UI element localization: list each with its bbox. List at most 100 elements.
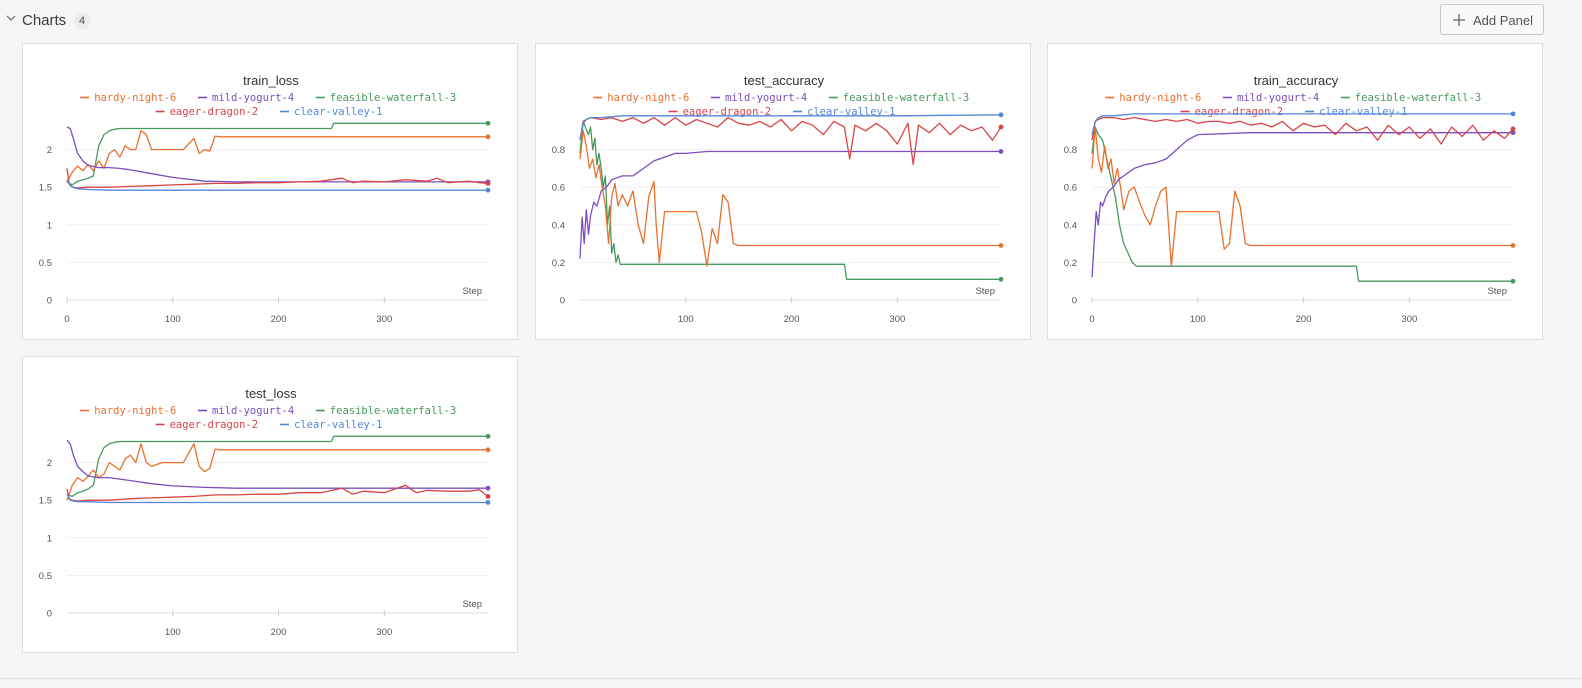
x-tick-label: 0 — [64, 314, 69, 325]
legend-label-hardy-night-6[interactable]: hardy-night-6 — [607, 92, 689, 104]
add-panel-label: Add Panel — [1473, 13, 1533, 28]
chart-test-accuracy-xlabel: Step — [975, 286, 995, 297]
series-line-clear-valley-1[interactable] — [1091, 113, 1513, 135]
legend-label-feasible-waterfall-3[interactable]: feasible-waterfall-3 — [843, 92, 969, 104]
series-endpoint-eager-dragon-2 — [998, 124, 1004, 130]
y-tick-label: 0.2 — [1064, 258, 1077, 269]
series-line-hardy-night-6[interactable] — [66, 443, 488, 501]
series-line-hardy-night-6[interactable] — [1091, 126, 1513, 267]
series-line-clear-valley-1[interactable] — [579, 114, 1002, 141]
legend-label-clear-valley-1[interactable]: clear-valley-1 — [294, 419, 383, 431]
x-tick-label: 0 — [1089, 314, 1094, 325]
section-title[interactable]: Charts — [22, 12, 67, 29]
series-line-eager-dragon-2[interactable] — [66, 484, 489, 502]
legend-label-mild-yogurt-4[interactable]: mild-yogurt-4 — [212, 405, 294, 417]
legend-label-feasible-waterfall-3[interactable]: feasible-waterfall-3 — [330, 92, 456, 104]
legend-label-eager-dragon-2[interactable]: eager-dragon-2 — [1195, 106, 1284, 118]
y-tick-label: 0.2 — [552, 258, 565, 269]
legend-label-hardy-night-6[interactable]: hardy-night-6 — [1119, 92, 1201, 104]
series-endpoint-eager-dragon-2 — [1510, 126, 1516, 132]
legend-label-hardy-night-6[interactable]: hardy-night-6 — [94, 405, 176, 417]
x-tick-label: 300 — [376, 314, 392, 325]
line-chart: test_accuracy hardy-night-6 mild-yogurt-4 f… — [552, 73, 1004, 325]
series-endpoint-mild-yogurt-4 — [485, 485, 491, 491]
x-tick-label: 200 — [784, 314, 800, 325]
series-line-feasible-waterfall-3[interactable] — [579, 120, 1001, 280]
x-tick-label: 200 — [271, 314, 287, 325]
y-tick-label: 1 — [47, 220, 52, 231]
x-tick-label: 200 — [1296, 314, 1312, 325]
chart-train-loss-title: train_loss — [243, 73, 299, 88]
y-tick-label: 0 — [1072, 296, 1077, 307]
series-line-feasible-waterfall-3[interactable] — [1091, 126, 1513, 282]
y-tick-label: 2 — [47, 458, 52, 469]
legend-label-feasible-waterfall-3[interactable]: feasible-waterfall-3 — [330, 405, 456, 417]
series-line-eager-dragon-2[interactable] — [66, 168, 489, 189]
legend-label-clear-valley-1[interactable]: clear-valley-1 — [807, 106, 896, 118]
legend-label-mild-yogurt-4[interactable]: mild-yogurt-4 — [1237, 92, 1319, 104]
series-line-hardy-night-6[interactable] — [66, 130, 488, 183]
y-tick-label: 1.5 — [39, 183, 52, 194]
chart-panel-test-accuracy[interactable]: test_accuracy hardy-night-6 mild-yogurt-4 f… — [535, 43, 1031, 340]
chart-panel-train-loss[interactable]: train_loss hardy-night-6 mild-yogurt-4 feas… — [22, 43, 518, 340]
legend-label-eager-dragon-2[interactable]: eager-dragon-2 — [683, 106, 772, 118]
series-endpoint-feasible-waterfall-3 — [485, 433, 491, 439]
legend-label-clear-valley-1[interactable]: clear-valley-1 — [294, 106, 383, 118]
x-tick-label: 100 — [165, 314, 181, 325]
series-endpoint-clear-valley-1 — [1510, 111, 1516, 117]
series-endpoint-feasible-waterfall-3 — [485, 120, 491, 126]
series-line-clear-valley-1[interactable] — [66, 179, 488, 191]
y-tick-label: 0.8 — [552, 145, 565, 156]
series-line-eager-dragon-2[interactable] — [1091, 116, 1514, 145]
y-tick-label: 0.4 — [552, 220, 565, 231]
legend-label-mild-yogurt-4[interactable]: mild-yogurt-4 — [212, 92, 294, 104]
charts-section-header: Charts 4 Add Panel — [0, 0, 1582, 42]
series-endpoint-mild-yogurt-4 — [998, 149, 1004, 154]
chart-test-loss-title: test_loss — [245, 386, 297, 401]
legend-label-clear-valley-1[interactable]: clear-valley-1 — [1319, 106, 1408, 118]
series-endpoint-eager-dragon-2 — [485, 494, 491, 499]
series-line-mild-yogurt-4[interactable] — [66, 126, 488, 183]
series-endpoint-mild-yogurt-4 — [1510, 130, 1516, 136]
add-panel-button[interactable]: Add Panel — [1440, 4, 1544, 35]
series-line-feasible-waterfall-3[interactable] — [66, 435, 488, 498]
y-tick-label: 1 — [47, 533, 52, 544]
line-chart: train_loss hardy-night-6 mild-yogurt-4 feas… — [39, 73, 491, 325]
series-line-mild-yogurt-4[interactable] — [579, 150, 1001, 259]
series-endpoint-hardy-night-6 — [485, 134, 491, 140]
line-chart: test_loss hardy-night-6 mild-yogurt-4 feasi… — [39, 386, 491, 638]
y-tick-label: 0.8 — [1064, 145, 1077, 156]
series-endpoint-hardy-night-6 — [998, 243, 1004, 248]
y-tick-label: 1.5 — [39, 496, 52, 507]
x-tick-label: 200 — [271, 627, 287, 638]
chart-panel-train-accuracy[interactable]: train_accuracy hardy-night-6 mild-yogurt-4… — [1047, 43, 1543, 340]
series-line-hardy-night-6[interactable] — [579, 130, 1001, 267]
y-tick-label: 0.4 — [1064, 220, 1077, 231]
series-endpoint-clear-valley-1 — [485, 500, 491, 505]
series-line-clear-valley-1[interactable] — [66, 493, 488, 504]
y-tick-label: 0.5 — [39, 571, 52, 582]
series-line-feasible-waterfall-3[interactable] — [66, 122, 488, 186]
chart-panel-test-loss[interactable]: test_loss hardy-night-6 mild-yogurt-4 feasi… — [22, 356, 518, 653]
chevron-down-icon[interactable] — [5, 12, 17, 24]
line-chart: train_accuracy hardy-night-6 mild-yogurt-4… — [1064, 73, 1516, 325]
legend-label-feasible-waterfall-3[interactable]: feasible-waterfall-3 — [1355, 92, 1481, 104]
legend-label-eager-dragon-2[interactable]: eager-dragon-2 — [170, 106, 259, 118]
legend-label-hardy-night-6[interactable]: hardy-night-6 — [94, 92, 176, 104]
x-tick-label: 300 — [1401, 314, 1417, 325]
series-endpoint-feasible-waterfall-3 — [998, 276, 1004, 282]
series-endpoint-eager-dragon-2 — [485, 181, 491, 186]
chart-test-accuracy-title: test_accuracy — [744, 73, 825, 88]
x-tick-label: 100 — [1190, 314, 1206, 325]
panel-count-badge: 4 — [74, 13, 90, 30]
series-line-eager-dragon-2[interactable] — [579, 116, 1002, 166]
series-line-mild-yogurt-4[interactable] — [1091, 132, 1513, 278]
y-tick-label: 0 — [47, 609, 52, 620]
legend-label-mild-yogurt-4[interactable]: mild-yogurt-4 — [725, 92, 807, 104]
legend-label-eager-dragon-2[interactable]: eager-dragon-2 — [170, 419, 259, 431]
y-tick-label: 0 — [47, 296, 52, 307]
series-line-mild-yogurt-4[interactable] — [66, 439, 488, 489]
chart-train-accuracy-title: train_accuracy — [1254, 73, 1339, 88]
chart-train-loss-xlabel: Step — [462, 286, 482, 297]
series-endpoint-hardy-night-6 — [1510, 243, 1516, 248]
